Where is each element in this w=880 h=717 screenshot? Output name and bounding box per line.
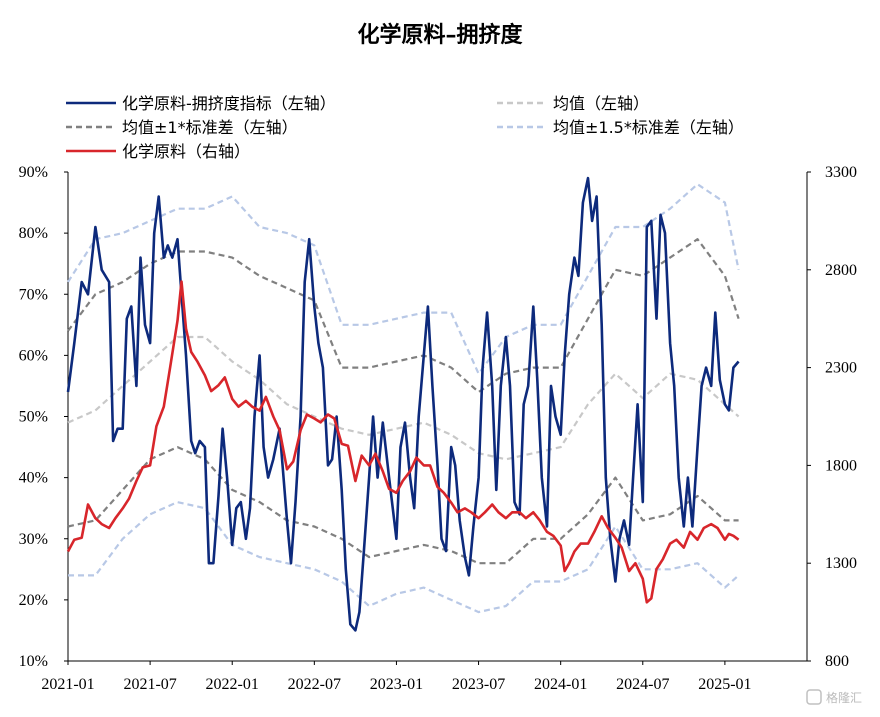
x-tick-label: 2022-07 <box>288 676 341 693</box>
legend-label-sd15: 均值±1.5*标准差（左轴） <box>553 118 744 137</box>
x-tick-label: 2022-01 <box>206 676 259 693</box>
watermark: 格隆汇 <box>806 689 862 705</box>
y-left-tick-label: 30% <box>19 531 48 548</box>
y-right-tick-label: 800 <box>825 653 849 670</box>
plot-area <box>66 176 740 632</box>
watermark-logo-icon <box>806 689 822 705</box>
y-left-tick-label: 90% <box>19 164 48 181</box>
watermark-text: 格隆汇 <box>826 690 862 705</box>
axes: 90% 80% 70% 60% 50% 40% 30% 20% 10% 3300 2800 2300 1… <box>19 164 857 693</box>
legend-label-price: 化学原料（右轴） <box>122 142 250 161</box>
y-left-tick-label: 50% <box>19 409 48 426</box>
legend-label-sd1: 均值±1*标准差（左轴） <box>122 118 298 137</box>
x-tick-label: 2021-07 <box>123 676 176 693</box>
x-tick-label: 2021-01 <box>41 676 94 693</box>
y-left-tick-label: 70% <box>19 286 48 303</box>
series-line-price <box>66 280 740 604</box>
y-right-tick-label: 2300 <box>825 360 857 377</box>
x-tick-label: 2024-07 <box>616 676 669 693</box>
x-tick-label: 2025-01 <box>698 676 751 693</box>
series-line-sd1_upper <box>67 238 740 394</box>
series-line-sd15_upper <box>67 183 740 375</box>
y-right-tick-label: 2800 <box>825 262 857 279</box>
y-left-tick-label: 20% <box>19 592 48 609</box>
chart-title: 化学原料–拥挤度 <box>357 22 523 48</box>
legend: 化学原料-拥挤度指标（左轴） 均值（左轴） 均值±1*标准差（左轴） 均值±1.5*标… <box>66 94 744 161</box>
legend-label-crowding: 化学原料-拥挤度指标（左轴） <box>122 94 336 113</box>
x-tick-label: 2024-01 <box>534 676 587 693</box>
y-right-tick-label: 1800 <box>825 457 857 474</box>
series-line-sd15_lower <box>68 501 740 614</box>
series-line-crowding <box>66 176 740 632</box>
y-left-tick-label: 80% <box>19 225 48 242</box>
y-left-tick-label: 10% <box>19 653 48 670</box>
y-left-tick-label: 60% <box>19 347 48 364</box>
series-line-sd1_lower <box>67 446 739 565</box>
y-left-tick-label: 40% <box>19 470 48 487</box>
series-line-mean <box>67 335 740 461</box>
x-tick-label: 2023-01 <box>370 676 423 693</box>
x-tick-label: 2023-07 <box>452 676 505 693</box>
legend-label-mean: 均值（左轴） <box>553 94 649 113</box>
y-right-tick-label: 1300 <box>825 555 857 572</box>
y-right-tick-label: 3300 <box>825 164 857 181</box>
